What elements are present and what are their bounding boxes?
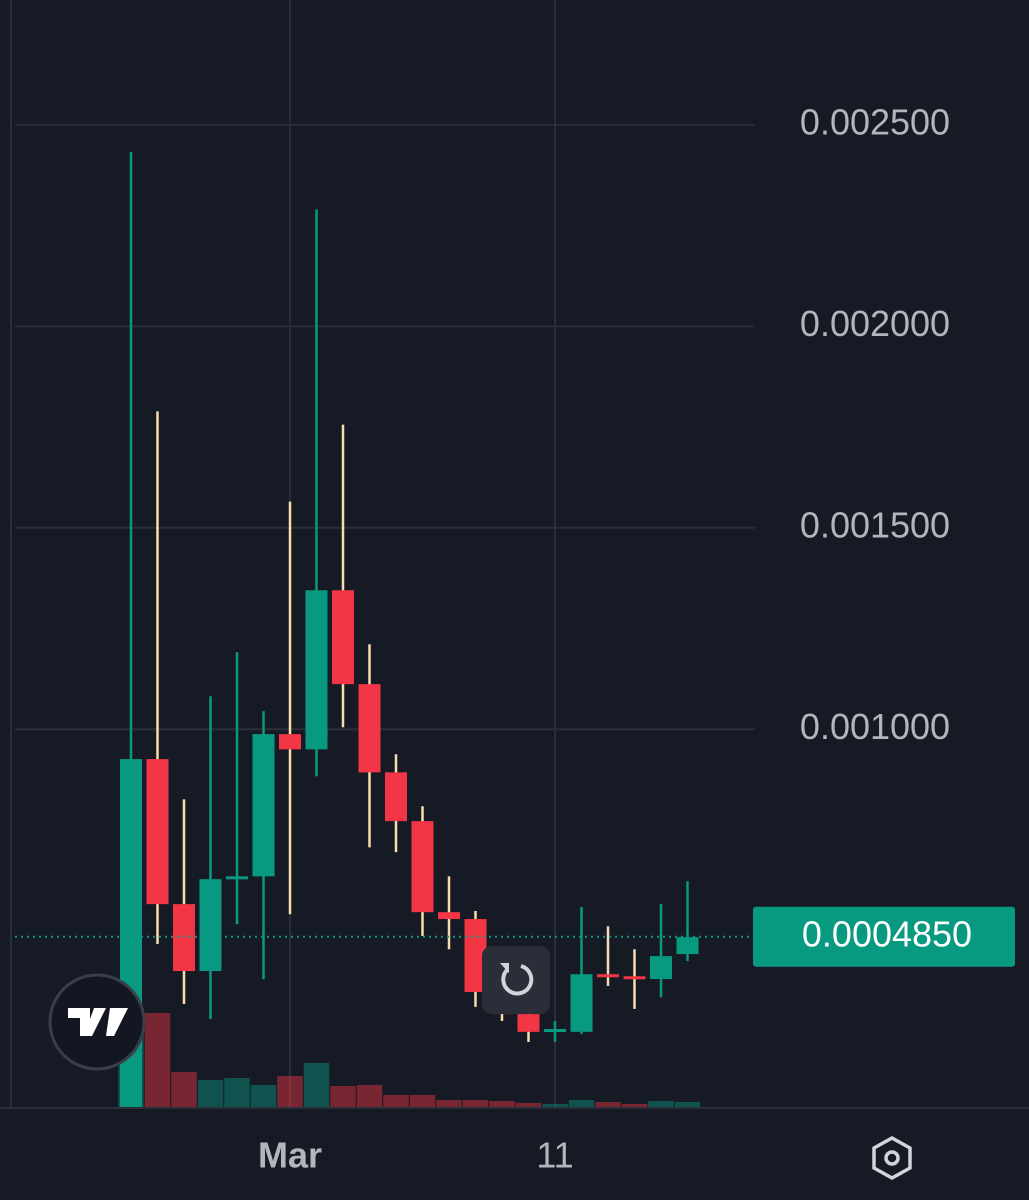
volume-bar — [277, 1076, 303, 1108]
volume-bar — [436, 1100, 462, 1108]
candle-body — [332, 590, 354, 685]
settings-icon[interactable] — [872, 1135, 912, 1181]
reset-button[interactable] — [482, 946, 550, 1014]
candle-body — [305, 590, 328, 750]
candle-body — [650, 956, 672, 980]
candle-body — [676, 937, 699, 955]
settings-button[interactable] — [872, 1135, 912, 1181]
candle-body — [623, 976, 646, 980]
logo-mark — [68, 1008, 128, 1036]
candle-body — [385, 772, 407, 822]
volume-bar — [595, 1102, 621, 1108]
candle-body — [517, 1014, 540, 1032]
y-tick-label: 0.002000 — [800, 303, 950, 344]
volume-bar — [171, 1072, 197, 1108]
volume-bar — [568, 1100, 595, 1108]
y-tick-label: 0.001500 — [800, 504, 950, 545]
candle-body — [597, 974, 619, 978]
last-price-label: 0.0004850 — [802, 913, 972, 954]
candle-body — [226, 876, 248, 880]
axis-layer: 0.001000 0.001500 0.002000 0.002500 Mar 11 0.0… — [15, 101, 1015, 1176]
reset-icon — [501, 964, 534, 996]
volume-bar — [489, 1101, 515, 1108]
last-price-box — [753, 906, 1015, 967]
volume-bar — [674, 1102, 701, 1108]
volume-bar — [330, 1086, 356, 1108]
y-tick-label: 0.001000 — [800, 706, 950, 747]
x-tick-label: 11 — [536, 1135, 573, 1176]
candle-body — [199, 879, 222, 972]
volume-bar — [144, 1013, 171, 1108]
candle-body — [358, 684, 381, 773]
volume-bar — [224, 1078, 250, 1108]
reset-arrow — [500, 963, 509, 973]
candle-body — [146, 759, 169, 905]
candle-body — [544, 1029, 566, 1033]
settings-icon-center — [884, 1150, 900, 1166]
candle-body — [279, 734, 301, 750]
volume-bar — [303, 1063, 330, 1108]
volume-bar — [621, 1104, 648, 1108]
volume-bar — [383, 1095, 409, 1108]
volume-bar — [356, 1085, 383, 1108]
volume-bar — [409, 1095, 436, 1108]
x-tick-label: Mar — [258, 1135, 322, 1176]
volume-bar — [197, 1080, 224, 1108]
volume-bar — [515, 1103, 542, 1108]
volume-bar — [462, 1100, 489, 1108]
y-tick-label: 0.002500 — [800, 101, 950, 142]
tradingview-logo[interactable] — [48, 973, 146, 1071]
candle-body — [570, 974, 593, 1032]
candle-body — [411, 821, 434, 913]
volume-bar — [542, 1104, 568, 1108]
candle-body — [464, 919, 487, 992]
candle-body — [438, 912, 460, 920]
volume-bar — [250, 1085, 277, 1108]
reset-button-bg[interactable] — [482, 946, 550, 1014]
volume-bar — [648, 1101, 674, 1108]
candle-body — [252, 734, 275, 877]
